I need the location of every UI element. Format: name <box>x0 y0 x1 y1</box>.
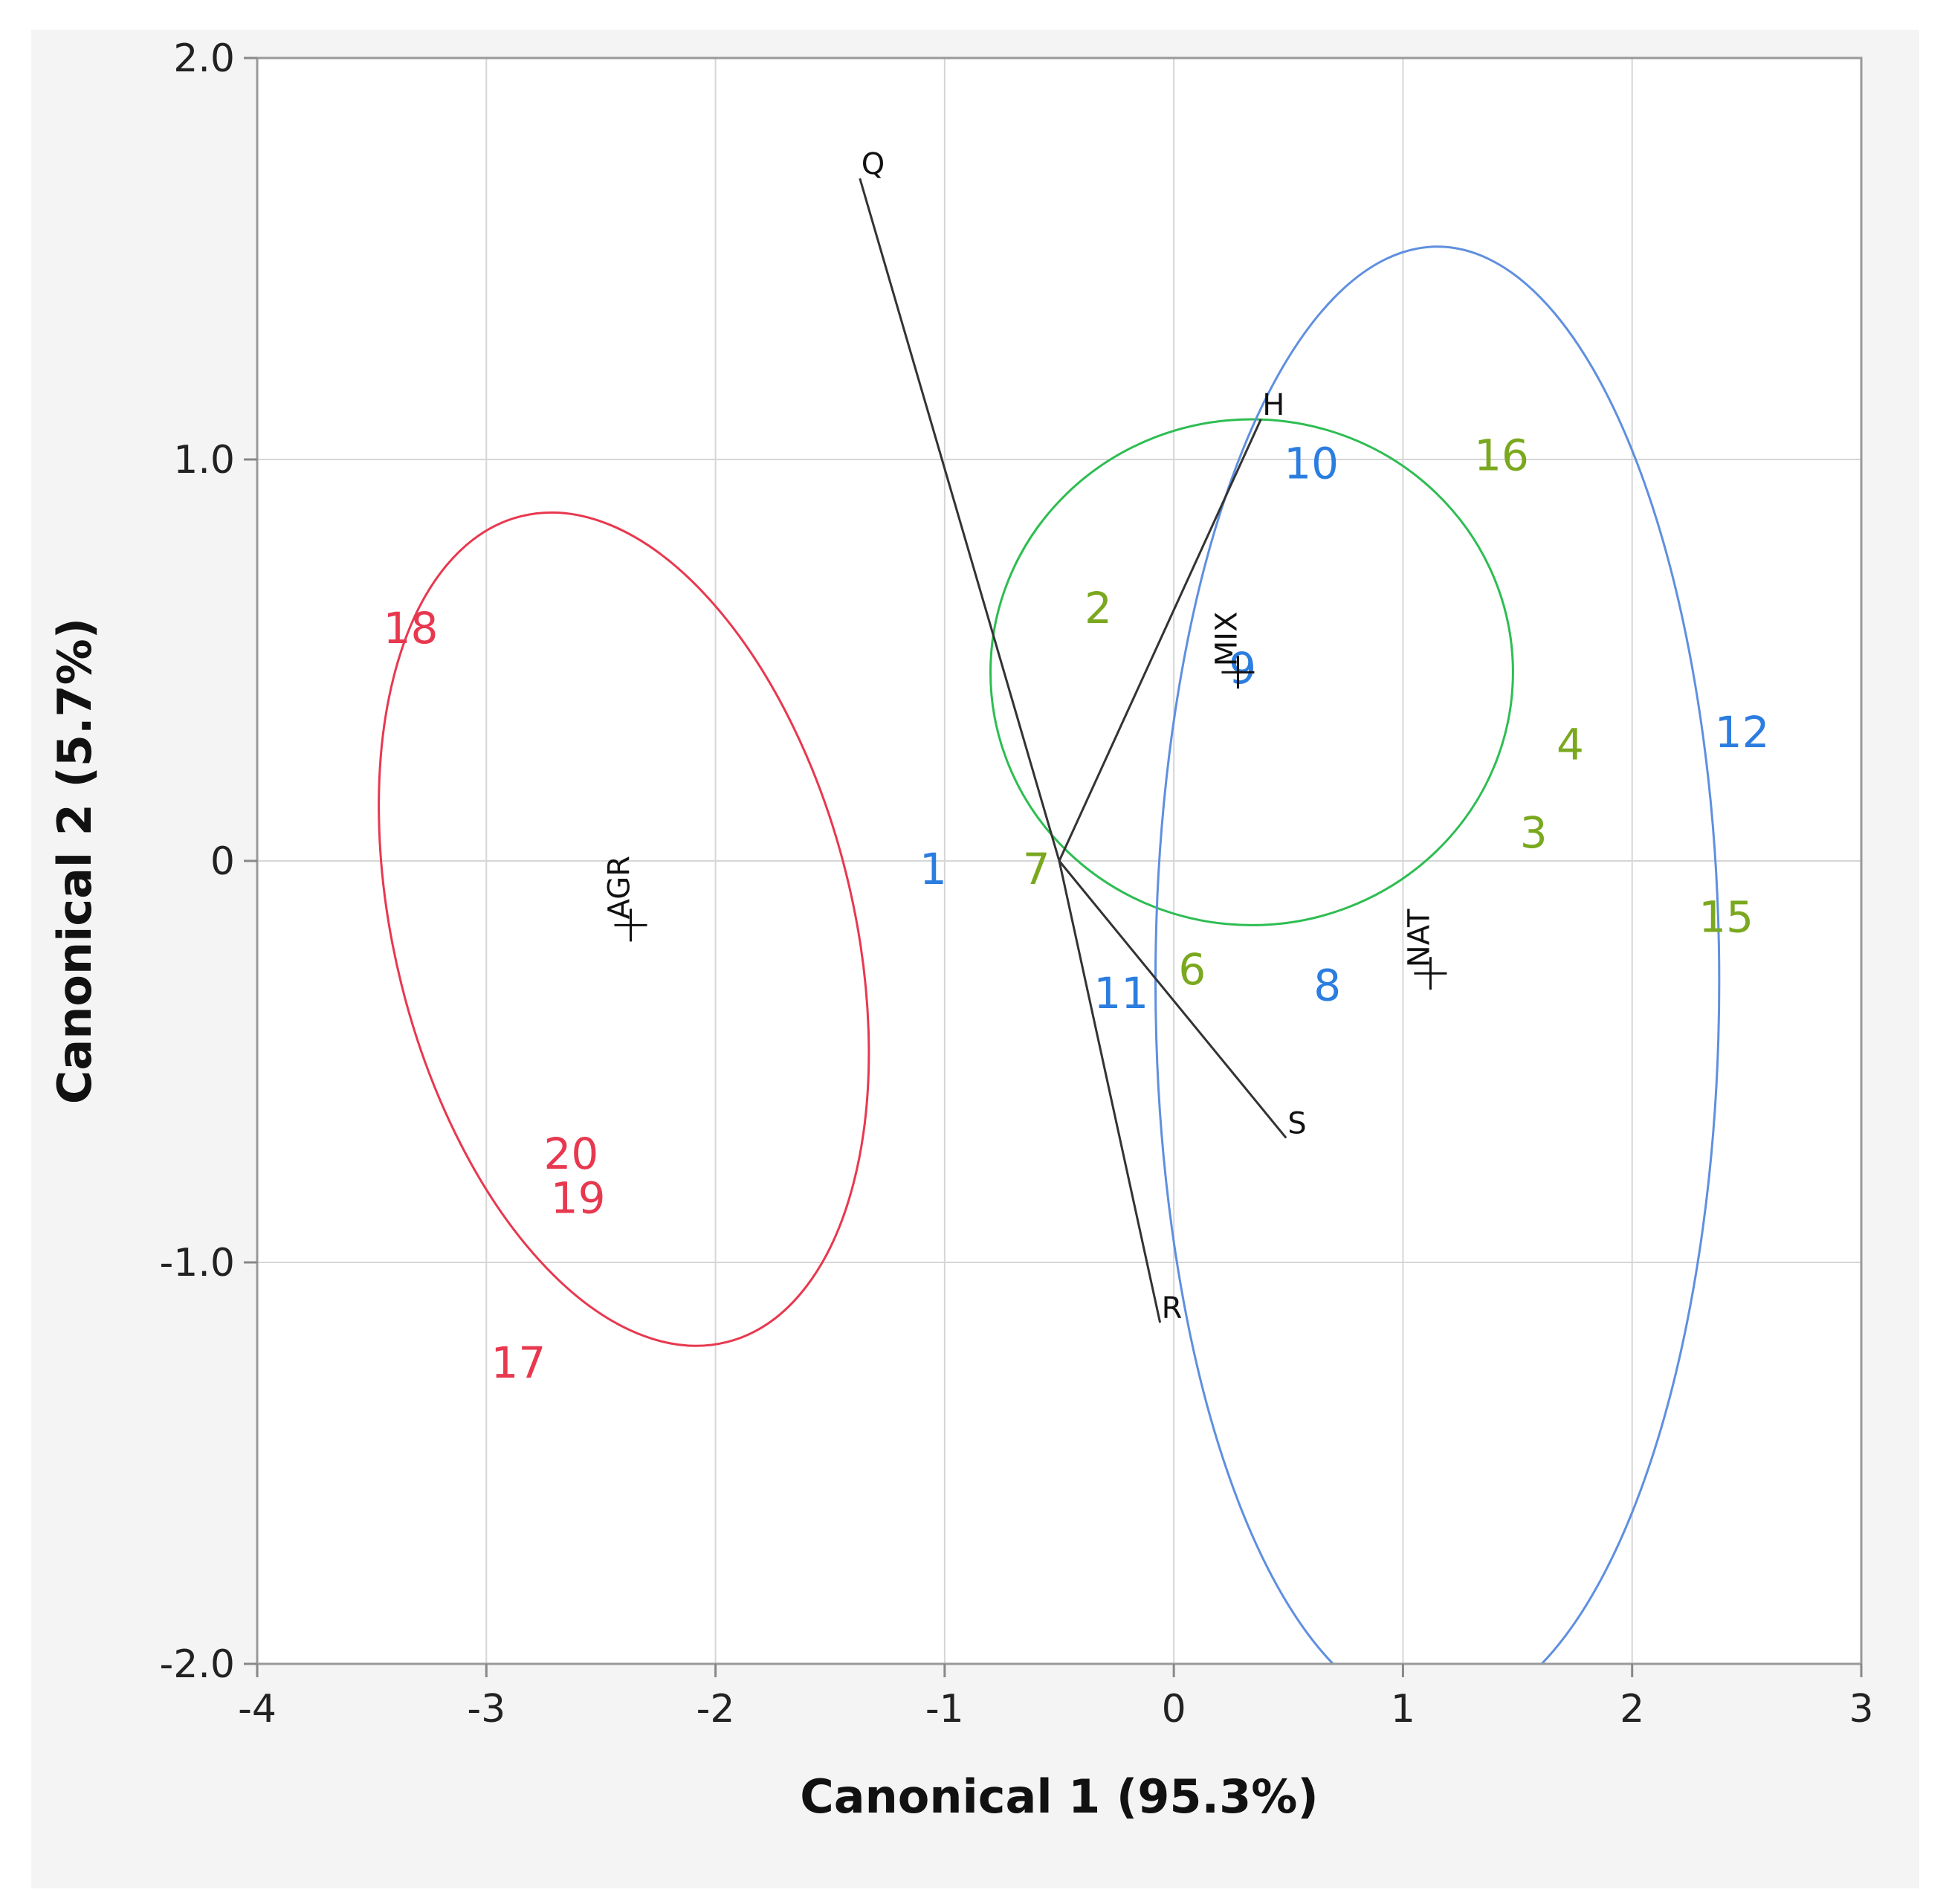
point-label: 17 <box>491 1337 546 1388</box>
group-ellipses <box>378 245 1721 1664</box>
biplot-vectors: Q H S R <box>859 147 1307 1326</box>
vector-h <box>1058 419 1262 862</box>
group-means: AGR MIX NAT <box>603 611 1447 990</box>
y-tick-label: -1.0 <box>160 1241 235 1285</box>
x-axis-title: Canonical 1 (95.3%) <box>800 1769 1318 1824</box>
vector-q <box>859 178 1061 862</box>
vector-label-r: R <box>1162 1291 1183 1326</box>
point-label: 12 <box>1715 707 1770 758</box>
point-label: 4 <box>1557 719 1584 769</box>
x-tick-label: 1 <box>1391 1687 1415 1732</box>
y-tick-label: -2.0 <box>160 1642 235 1687</box>
y-tick-label: 0 <box>210 839 235 884</box>
point-label: 8 <box>1313 960 1341 1010</box>
point-label: 3 <box>1520 807 1548 858</box>
vector-label-q: Q <box>862 147 885 181</box>
point-label: 7 <box>1023 844 1050 894</box>
point-label: 9 <box>1229 643 1256 694</box>
x-tick-label: 2 <box>1620 1687 1644 1732</box>
group-label-agr: AGR <box>603 856 637 919</box>
point-label: 15 <box>1698 892 1754 943</box>
ellipse-nat <box>1154 245 1721 1664</box>
point-label: 16 <box>1474 430 1529 481</box>
point-label: 20 <box>543 1129 598 1179</box>
axis-ticks: -4 -3 -2 -1 0 1 2 3-2.0-1.001.02.0 <box>160 36 1874 1732</box>
point-label: 11 <box>1093 968 1148 1019</box>
y-tick-label: 2.0 <box>173 36 235 81</box>
vector-label-s: S <box>1287 1107 1306 1141</box>
x-tick-label: 3 <box>1849 1687 1873 1732</box>
point-label: 1 <box>919 844 947 894</box>
point-label: 19 <box>551 1173 606 1224</box>
vector-s <box>1058 860 1287 1139</box>
group-label-mix: MIX <box>1209 611 1244 666</box>
vector-label-h: H <box>1262 388 1284 422</box>
x-tick-label: -1 <box>925 1687 964 1732</box>
x-tick-label: -4 <box>238 1687 277 1732</box>
point-label: 6 <box>1178 944 1206 995</box>
y-axis-title: Canonical 2 (5.7%) <box>48 618 102 1104</box>
x-tick-label: -3 <box>467 1687 505 1732</box>
point-label: 2 <box>1085 583 1112 633</box>
point-label: 10 <box>1284 438 1339 488</box>
point-label: 18 <box>384 603 439 654</box>
vector-r <box>1058 860 1162 1323</box>
y-tick-label: 1.0 <box>173 438 235 483</box>
ellipse-mix <box>989 418 1514 926</box>
x-tick-label: -2 <box>696 1687 735 1732</box>
x-tick-label: 0 <box>1162 1687 1186 1732</box>
group-label-nat: NAT <box>1402 909 1436 967</box>
ellipse-agr <box>378 511 870 1347</box>
